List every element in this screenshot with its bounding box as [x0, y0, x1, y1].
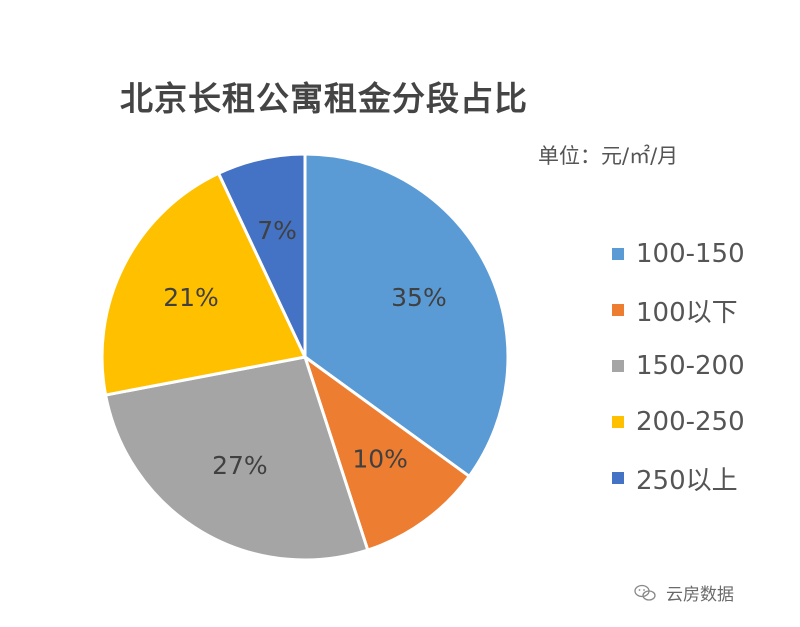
legend-swatch-4 [612, 472, 624, 484]
slice-label-3: 21% [163, 283, 219, 312]
slice-label-2: 27% [212, 451, 268, 480]
pie-slice-4 [216, 152, 307, 358]
slice-label-1: 10% [352, 444, 408, 473]
pie-slice-3 [100, 171, 308, 397]
legend-label-3: 200-250 [636, 407, 745, 437]
legend-item-4: 250以上 [612, 450, 745, 506]
legend-item-1: 100以下 [612, 282, 745, 338]
legend-label-0: 100-150 [636, 239, 745, 269]
legend-swatch-1 [612, 304, 624, 316]
pie-slice-1 [302, 353, 472, 552]
legend: 100-150 100以下 150-200 200-250 250以上 [612, 226, 745, 506]
legend-label-2: 150-200 [636, 351, 745, 381]
legend-label-4: 250以上 [636, 465, 738, 496]
pie-slice-0 [303, 152, 510, 479]
legend-label-1: 100以下 [636, 297, 738, 328]
watermark-text: 云房数据 [666, 585, 734, 605]
wechat-icon [634, 584, 656, 601]
legend-swatch-2 [612, 360, 624, 372]
watermark: 云房数据 [634, 580, 734, 605]
legend-item-3: 200-250 [612, 394, 745, 450]
legend-item-2: 150-200 [612, 338, 745, 394]
slice-label-4: 7% [257, 216, 297, 245]
slice-label-0: 35% [391, 283, 447, 312]
legend-swatch-3 [612, 416, 624, 428]
pie-slice-2 [103, 355, 370, 562]
unit-note: 单位：元/㎡/月 [538, 144, 679, 168]
chart-title: 北京长租公寓租金分段占比 [120, 79, 528, 118]
legend-item-0: 100-150 [612, 226, 745, 282]
legend-swatch-0 [612, 248, 624, 260]
